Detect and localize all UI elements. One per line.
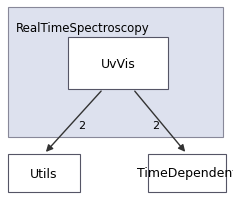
Text: RealTimeSpectroscopy: RealTimeSpectroscopy [16, 22, 150, 35]
Text: 2: 2 [152, 120, 159, 130]
Text: 2: 2 [78, 120, 85, 130]
Text: UvVis: UvVis [101, 58, 135, 71]
Text: Utils: Utils [30, 167, 58, 180]
Bar [8, 8, 223, 137]
Text: TimeDependent: TimeDependent [137, 167, 233, 180]
Bar [68, 38, 168, 90]
Bar [148, 154, 226, 192]
Bar [8, 154, 80, 192]
